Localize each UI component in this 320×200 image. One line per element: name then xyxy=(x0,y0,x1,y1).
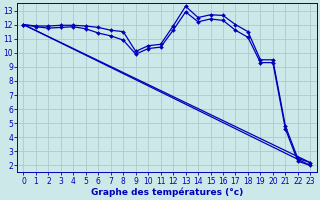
X-axis label: Graphe des températures (°c): Graphe des températures (°c) xyxy=(91,187,243,197)
